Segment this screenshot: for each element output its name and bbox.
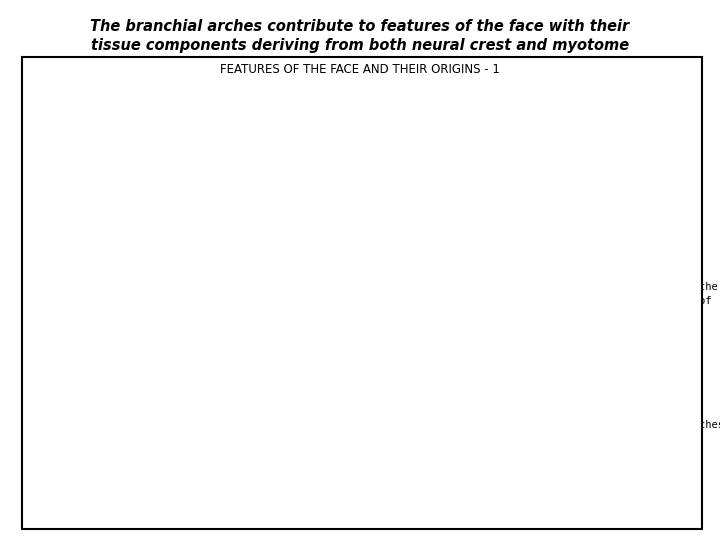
Ellipse shape (108, 392, 307, 484)
Ellipse shape (246, 285, 285, 328)
Text: STOMODEUM
(mouth): STOMODEUM (mouth) (320, 292, 379, 312)
Text: NASAL PIT: NASAL PIT (320, 233, 370, 243)
Text: EYE: EYE (320, 205, 338, 215)
Ellipse shape (122, 285, 161, 328)
Ellipse shape (317, 245, 379, 298)
Text: MANDIBULAR
ARCH(arch 1)
(mastication): MANDIBULAR ARCH(arch 1) (mastication) (320, 347, 380, 378)
Text: 4. Mandibular arches fuse to form
lower jaw: 4. Mandibular arches fuse to form lower … (474, 365, 680, 388)
Text: HYOID ARCH (II)
(facial expression): HYOID ARCH (II) (facial expression) (320, 389, 403, 409)
Text: MAXILLARY
DEVELOPMENT
(from arch 1): MAXILLARY DEVELOPMENT (from arch 1) (320, 256, 387, 287)
Text: The branchial arches contribute to features of the face with their: The branchial arches contribute to featu… (91, 19, 629, 34)
Ellipse shape (330, 254, 352, 288)
Ellipse shape (45, 381, 369, 540)
Text: FEATURES OF THE FACE AND THEIR ORIGINS - 1: FEATURES OF THE FACE AND THEIR ORIGINS -… (220, 63, 500, 76)
Ellipse shape (95, 303, 320, 454)
FancyBboxPatch shape (26, 82, 445, 525)
Text: tissue components deriving from both neural crest and myotome: tissue components deriving from both neu… (91, 38, 629, 53)
Ellipse shape (58, 254, 79, 288)
Ellipse shape (235, 266, 319, 341)
Text: 2.  Muscle contribution is from
somitomeres
(for example somitomere 4 gives rise: 2. Muscle contribution is from somitomer… (474, 183, 698, 232)
Ellipse shape (89, 266, 174, 341)
Text: 3. Maxillary arch extends inwards to
fuse with its bilateral partner and the
nas: 3. Maxillary arch extends inwards to fus… (474, 269, 718, 332)
Text: TONGUE: TONGUE (320, 329, 361, 339)
Text: 1. Unusually, supporting tissue
components of branchial arches and
face derive f: 1. Unusually, supporting tissue componen… (474, 114, 686, 150)
Ellipse shape (32, 245, 94, 298)
Ellipse shape (143, 314, 272, 384)
Ellipse shape (89, 114, 326, 397)
Text: 5. Failure of fusion of maxillary arches
and nasal prominences gives rise to
cle: 5. Failure of fusion of maxillary arches… (474, 420, 720, 456)
